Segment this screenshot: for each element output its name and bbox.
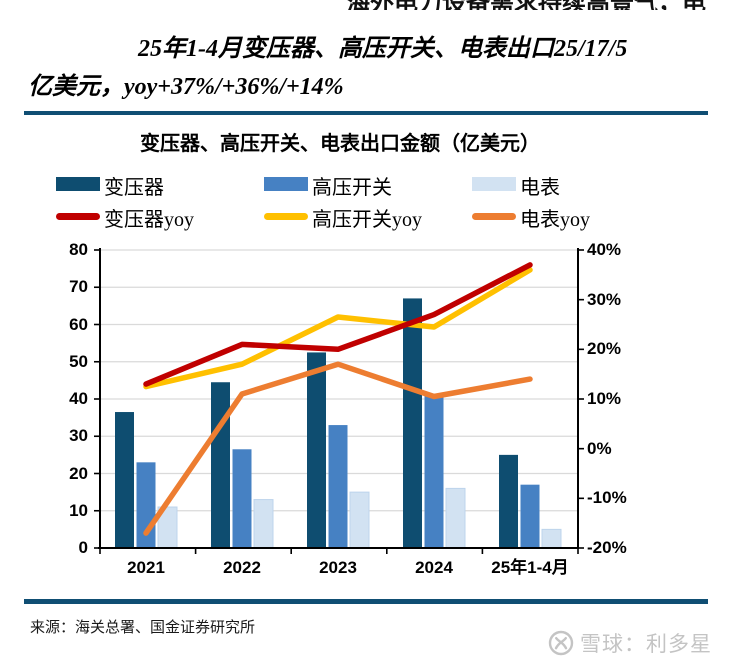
legend-swatch [56,177,100,191]
headline-line-2: 亿美元，yoy+37%/+36%/+14% [28,74,344,100]
line-变压器yoy [143,262,533,387]
x-axis-label: 2021 [127,558,165,577]
legend-label: 高压开关 [312,177,392,199]
bar-变压器 [307,352,326,548]
x-axis-label: 2024 [415,558,453,577]
top-clipped-text: 海外电力设备需求持续高景气，电 [346,0,732,10]
bar-电表 [253,499,274,549]
y-axis-label: 20 [69,463,88,483]
x-axis-label: 2023 [319,558,357,577]
bar-高压开关 [328,425,348,548]
line-电表yoy [143,361,533,536]
y-axis-label: 80 [69,240,88,259]
bar-变压器 [403,298,422,548]
legend-swatch [472,213,516,220]
bar-电表 [349,491,370,549]
bar-电表 [157,506,178,549]
legend-swatch [264,213,308,220]
top-clipped-text-line: 海外电力设备需求持续高景气，电 [346,0,732,10]
bar-电表 [541,528,562,549]
y-axis-label: 40 [69,389,88,408]
y-axis-label: 10 [69,500,88,520]
chart-title: 变压器、高压开关、电表出口金额（亿美元） [140,133,540,155]
bar-高压开关 [424,395,444,548]
right-axis-label: 30% [587,289,622,309]
legend-label: 电表yoy [520,209,590,231]
source-attribution: 来源：海关总署、国金证券研究所 [30,620,256,636]
watermark-text: 雪球：利多星 [580,633,712,656]
y-axis-label: 30 [69,426,88,446]
x-axis-label: 2022 [223,558,261,577]
legend-label: 高压开关yoy [312,209,422,231]
right-axis-label: 0% [587,438,612,458]
headline: 25年1-4月变压器、高压开关、电表出口25/17/5 亿美元，yoy+37%/… [28,30,718,106]
bar-高压开关 [232,449,252,548]
bar-电表 [445,487,466,549]
bar-变压器 [115,412,134,548]
y-axis-label: 50 [69,351,88,371]
legend-swatch [56,213,100,220]
y-axis-label: 70 [69,277,88,297]
headline-line-1: 25年1-4月变压器、高压开关、电表出口25/17/5 [138,36,628,62]
legend-label: 变压器yoy [104,209,194,231]
y-axis-label: 0 [78,538,88,557]
legend-swatch [472,177,516,191]
legend-label: 变压器 [104,177,164,199]
right-axis-label: 20% [587,339,622,359]
watermark: 雪球：利多星 [548,628,712,658]
right-axis-label: -20% [587,538,627,557]
line-高压开关yoy [143,267,533,390]
bar-高压开关 [520,484,540,548]
legend-label: 电表 [520,177,560,199]
bottom-divider-rule [24,599,708,604]
xueqiu-circle-x-icon [548,630,574,656]
right-axis-label: 40% [587,240,622,259]
y-axis-label: 60 [69,314,88,334]
x-axis-label: 25年1-4月 [491,558,569,577]
bar-高压开关 [136,462,156,548]
bar-变压器 [211,382,230,548]
right-axis-label: 10% [587,389,622,408]
bar-变压器 [499,454,518,548]
top-divider-rule [24,111,708,115]
right-axis-label: -10% [587,488,627,508]
legend-swatch [264,177,308,191]
